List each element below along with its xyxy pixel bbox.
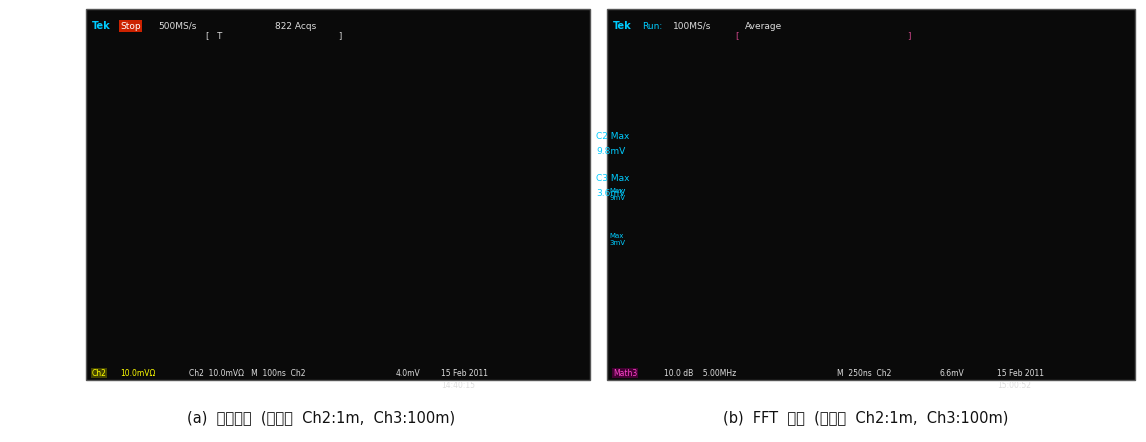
Text: 15 Feb 2011: 15 Feb 2011 xyxy=(997,369,1044,378)
Text: Ch2: Ch2 xyxy=(92,369,107,378)
Text: 100MS/s: 100MS/s xyxy=(673,22,711,31)
Text: 500MS/s: 500MS/s xyxy=(158,22,196,31)
Text: 15 Feb 2011: 15 Feb 2011 xyxy=(441,369,488,378)
Text: Average: Average xyxy=(745,22,783,31)
Text: C2 Max: C2 Max xyxy=(596,132,629,141)
Text: Max
3mV: Max 3mV xyxy=(610,232,626,246)
Text: 822 Acqs: 822 Acqs xyxy=(275,22,316,31)
Text: 2+: 2+ xyxy=(116,146,129,156)
Text: Math3: Math3 xyxy=(613,369,637,378)
Text: ]: ] xyxy=(338,31,342,41)
Text: 9.8mV: 9.8mV xyxy=(596,147,626,156)
Text: Tek: Tek xyxy=(92,21,110,31)
Text: [   T: [ T xyxy=(206,31,222,41)
Text: 14:40:15: 14:40:15 xyxy=(441,381,476,390)
Text: [: [ xyxy=(736,31,739,41)
Text: Run:: Run: xyxy=(642,22,662,31)
Text: (a)  단일펄스  (신호선  Ch2:1m,  Ch3:100m): (a) 단일펄스 (신호선 Ch2:1m, Ch3:100m) xyxy=(187,410,455,425)
Text: (b)  FFT  특성  (신호선  Ch2:1m,  Ch3:100m): (b) FFT 특성 (신호선 Ch2:1m, Ch3:100m) xyxy=(722,410,1008,425)
Text: M  250ns  Ch2: M 250ns Ch2 xyxy=(837,369,890,378)
Text: M2: M2 xyxy=(629,230,643,239)
Text: 4.0mV: 4.0mV xyxy=(395,369,421,378)
Text: Stop: Stop xyxy=(120,22,141,31)
Text: Tek: Tek xyxy=(613,21,631,31)
Text: ]: ] xyxy=(908,31,911,41)
Text: M3: M3 xyxy=(629,291,643,300)
Text: C3 Max: C3 Max xyxy=(596,174,629,183)
Text: 10.0mVΩ: 10.0mVΩ xyxy=(120,369,156,378)
Text: 3+: 3+ xyxy=(116,274,129,283)
Text: Max
9mV: Max 9mV xyxy=(610,188,626,201)
Text: 10.0 dB    5.00MHz: 10.0 dB 5.00MHz xyxy=(664,369,736,378)
Text: 15:00:52: 15:00:52 xyxy=(997,381,1031,390)
Text: 6.6mV: 6.6mV xyxy=(940,369,965,378)
Text: Ch2  10.0mVΩ   M  100ns  Ch2: Ch2 10.0mVΩ M 100ns Ch2 xyxy=(189,369,306,378)
Text: 3.6mV: 3.6mV xyxy=(596,189,626,198)
